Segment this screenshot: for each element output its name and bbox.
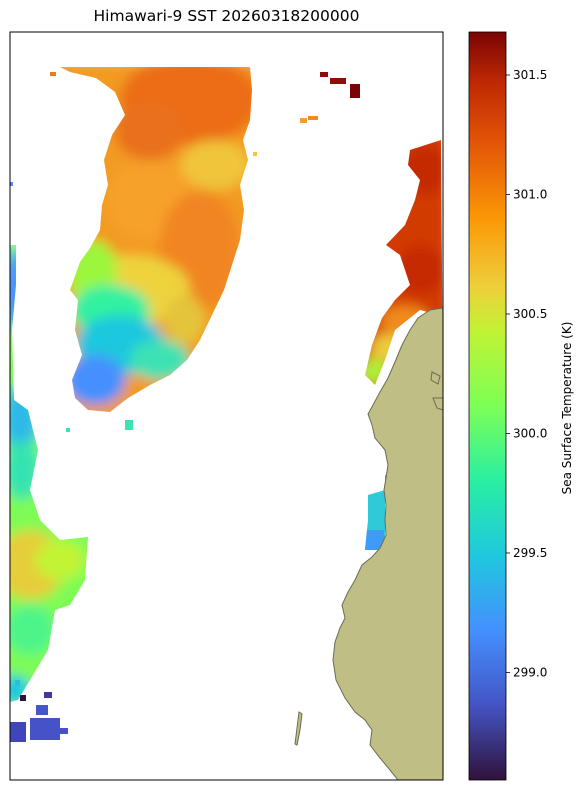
colorbar-tick-label: 299.0 — [513, 665, 547, 679]
colorbar-tick-label: 300.0 — [513, 426, 547, 440]
sst-patch-east-small — [365, 490, 385, 550]
land-mass — [332, 307, 443, 780]
colorbar-tick-label: 299.5 — [513, 546, 547, 560]
sst-speck — [15, 680, 20, 686]
map-axes-frame — [9, 31, 444, 781]
sst-speck — [44, 692, 52, 698]
sst-speck — [10, 182, 13, 186]
sst-speck — [50, 72, 56, 76]
sst-speck — [60, 728, 68, 734]
sst-speck — [30, 718, 60, 740]
sst-speck — [125, 420, 133, 430]
sst-speck — [330, 78, 346, 84]
sst-speck — [66, 428, 70, 432]
sst-speck — [320, 72, 328, 77]
sst-speck — [10, 722, 26, 742]
colorbar-tick-label: 301.0 — [513, 188, 547, 202]
sst-speck — [350, 84, 360, 98]
sst-speck — [36, 705, 48, 715]
sst-speck — [20, 695, 26, 701]
island — [294, 711, 303, 746]
colorbar-tick-label: 301.5 — [513, 68, 547, 82]
sst-speck — [308, 116, 318, 120]
colorbar-label: Sea Surface Temperature (K) — [560, 321, 574, 495]
colorbar-tick-label: 300.5 — [513, 307, 547, 321]
plot-title: Himawari-9 SST 20260318200000 — [93, 7, 360, 25]
sst-speck — [253, 152, 257, 156]
colorbar — [469, 32, 506, 780]
colorbar-frame — [468, 31, 507, 781]
sst-speck — [300, 118, 307, 123]
land-islet — [432, 397, 443, 411]
land-islet — [430, 371, 441, 385]
colorbar-ticks: 299.0 299.5 300.0 300.5 301.0 301.5 — [506, 68, 547, 679]
